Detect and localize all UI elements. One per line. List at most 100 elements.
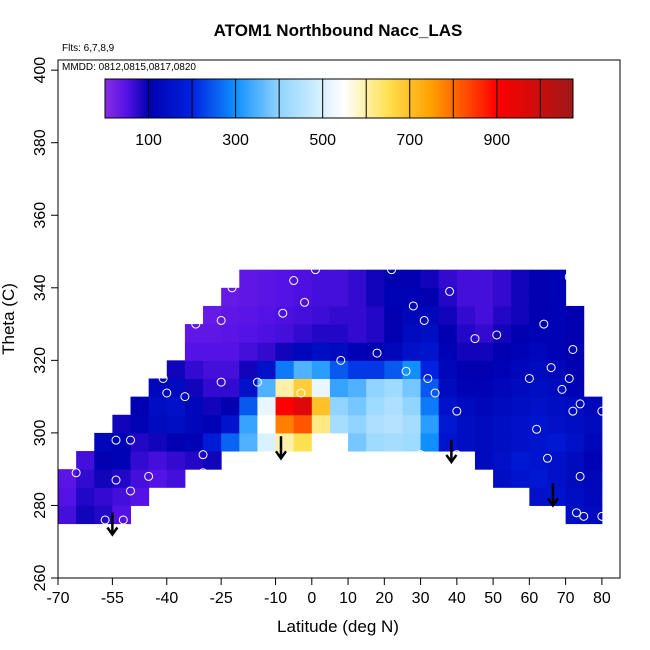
- heat-cell: [275, 269, 295, 289]
- heat-cell: [130, 469, 150, 488]
- heat-cell: [384, 432, 403, 452]
- y-tick-label: 400: [32, 57, 49, 84]
- x-tick-label: 30: [412, 590, 430, 607]
- heat-cell: [366, 342, 385, 361]
- heat-cell: [184, 451, 204, 470]
- heat-cell: [511, 287, 530, 307]
- heat-cell: [565, 324, 585, 343]
- heat-cell: [474, 378, 494, 398]
- y-tick-label: 320: [32, 347, 49, 374]
- heat-cell: [529, 414, 548, 434]
- heat-cell: [529, 269, 548, 289]
- heat-cell: [511, 396, 530, 416]
- sample-point: [321, 435, 331, 445]
- heat-cell: [583, 451, 603, 470]
- heat-cell: [547, 287, 567, 307]
- heat-cell: [438, 396, 458, 416]
- heat-cell: [184, 378, 204, 398]
- heat-cell: [257, 414, 277, 434]
- arrow: [106, 512, 119, 537]
- heat-cell: [402, 324, 422, 343]
- heat-cell: [493, 342, 512, 361]
- heat-cell: [148, 451, 168, 470]
- heat-cell: [384, 360, 403, 379]
- heat-cell: [221, 414, 240, 434]
- heat-cell: [583, 396, 603, 416]
- sample-point: [452, 450, 462, 460]
- heat-cell: [493, 287, 512, 307]
- heat-cell: [402, 342, 422, 361]
- heat-cell: [529, 360, 548, 379]
- sample-point: [300, 297, 310, 307]
- arrow: [445, 439, 458, 465]
- heat-cell: [257, 287, 277, 307]
- heat-cell: [329, 414, 349, 434]
- heat-cell: [547, 469, 567, 488]
- heat-cell: [221, 396, 240, 416]
- x-tick-label: -70: [46, 590, 69, 607]
- heat-cell: [583, 414, 603, 434]
- sample-point: [430, 388, 440, 398]
- sample-point: [198, 468, 208, 478]
- heat-cell: [348, 305, 367, 325]
- heat-cell: [257, 378, 277, 398]
- heat-cell: [112, 432, 132, 452]
- heat-cell: [275, 360, 295, 379]
- heat-cell: [420, 287, 440, 307]
- heat-cell: [384, 378, 403, 398]
- heat-cell: [493, 378, 512, 398]
- sample-point: [564, 272, 574, 282]
- heat-cell: [203, 378, 222, 398]
- heat-cell: [493, 469, 512, 488]
- x-tick-label: 20: [375, 590, 393, 607]
- heat-cell: [148, 469, 168, 488]
- heat-cell: [529, 451, 548, 470]
- heat-cell: [493, 324, 512, 343]
- heat-cell: [547, 324, 567, 343]
- heat-cell: [474, 324, 494, 343]
- heat-cell: [221, 324, 240, 343]
- heat-cell: [529, 324, 548, 343]
- heat-cell: [384, 269, 403, 289]
- sample-point: [252, 377, 262, 387]
- sample-point: [539, 319, 549, 329]
- heat-cell: [293, 342, 313, 361]
- heat-cell: [203, 451, 222, 470]
- heat-cell: [366, 324, 385, 343]
- heat-cell: [329, 378, 349, 398]
- arrow: [274, 436, 288, 461]
- sample-point: [372, 348, 382, 358]
- heat-cell: [348, 342, 367, 361]
- heat-cell: [547, 432, 567, 452]
- heat-cell: [547, 378, 567, 398]
- heat-cell: [184, 414, 204, 434]
- heat-cell: [166, 396, 186, 416]
- heat-cell: [420, 269, 440, 289]
- heat-cell: [311, 432, 331, 452]
- sample-point: [387, 265, 397, 275]
- heat-cell: [366, 305, 385, 325]
- heat-cell: [420, 324, 440, 343]
- heat-cell: [493, 414, 512, 434]
- heat-cell: [583, 469, 603, 488]
- sample-point: [263, 421, 273, 431]
- heat-cell: [456, 396, 476, 416]
- sample-point: [216, 315, 226, 325]
- heat-cell: [438, 324, 458, 343]
- heat-cell: [275, 342, 295, 361]
- heat-cell: [257, 432, 277, 452]
- heat-cell: [511, 269, 530, 289]
- sample-point: [118, 515, 128, 525]
- heat-cell: [184, 324, 204, 343]
- heat-cell: [239, 342, 258, 361]
- heat-cell: [384, 287, 403, 307]
- heat-cell: [438, 432, 458, 452]
- heat-cell: [474, 287, 494, 307]
- heat-cell: [529, 287, 548, 307]
- heat-cell: [348, 432, 367, 452]
- heat-cell: [76, 451, 95, 470]
- heat-cell: [348, 378, 367, 398]
- sample-point: [162, 388, 172, 398]
- heat-cell: [293, 378, 313, 398]
- heat-cell: [130, 487, 150, 506]
